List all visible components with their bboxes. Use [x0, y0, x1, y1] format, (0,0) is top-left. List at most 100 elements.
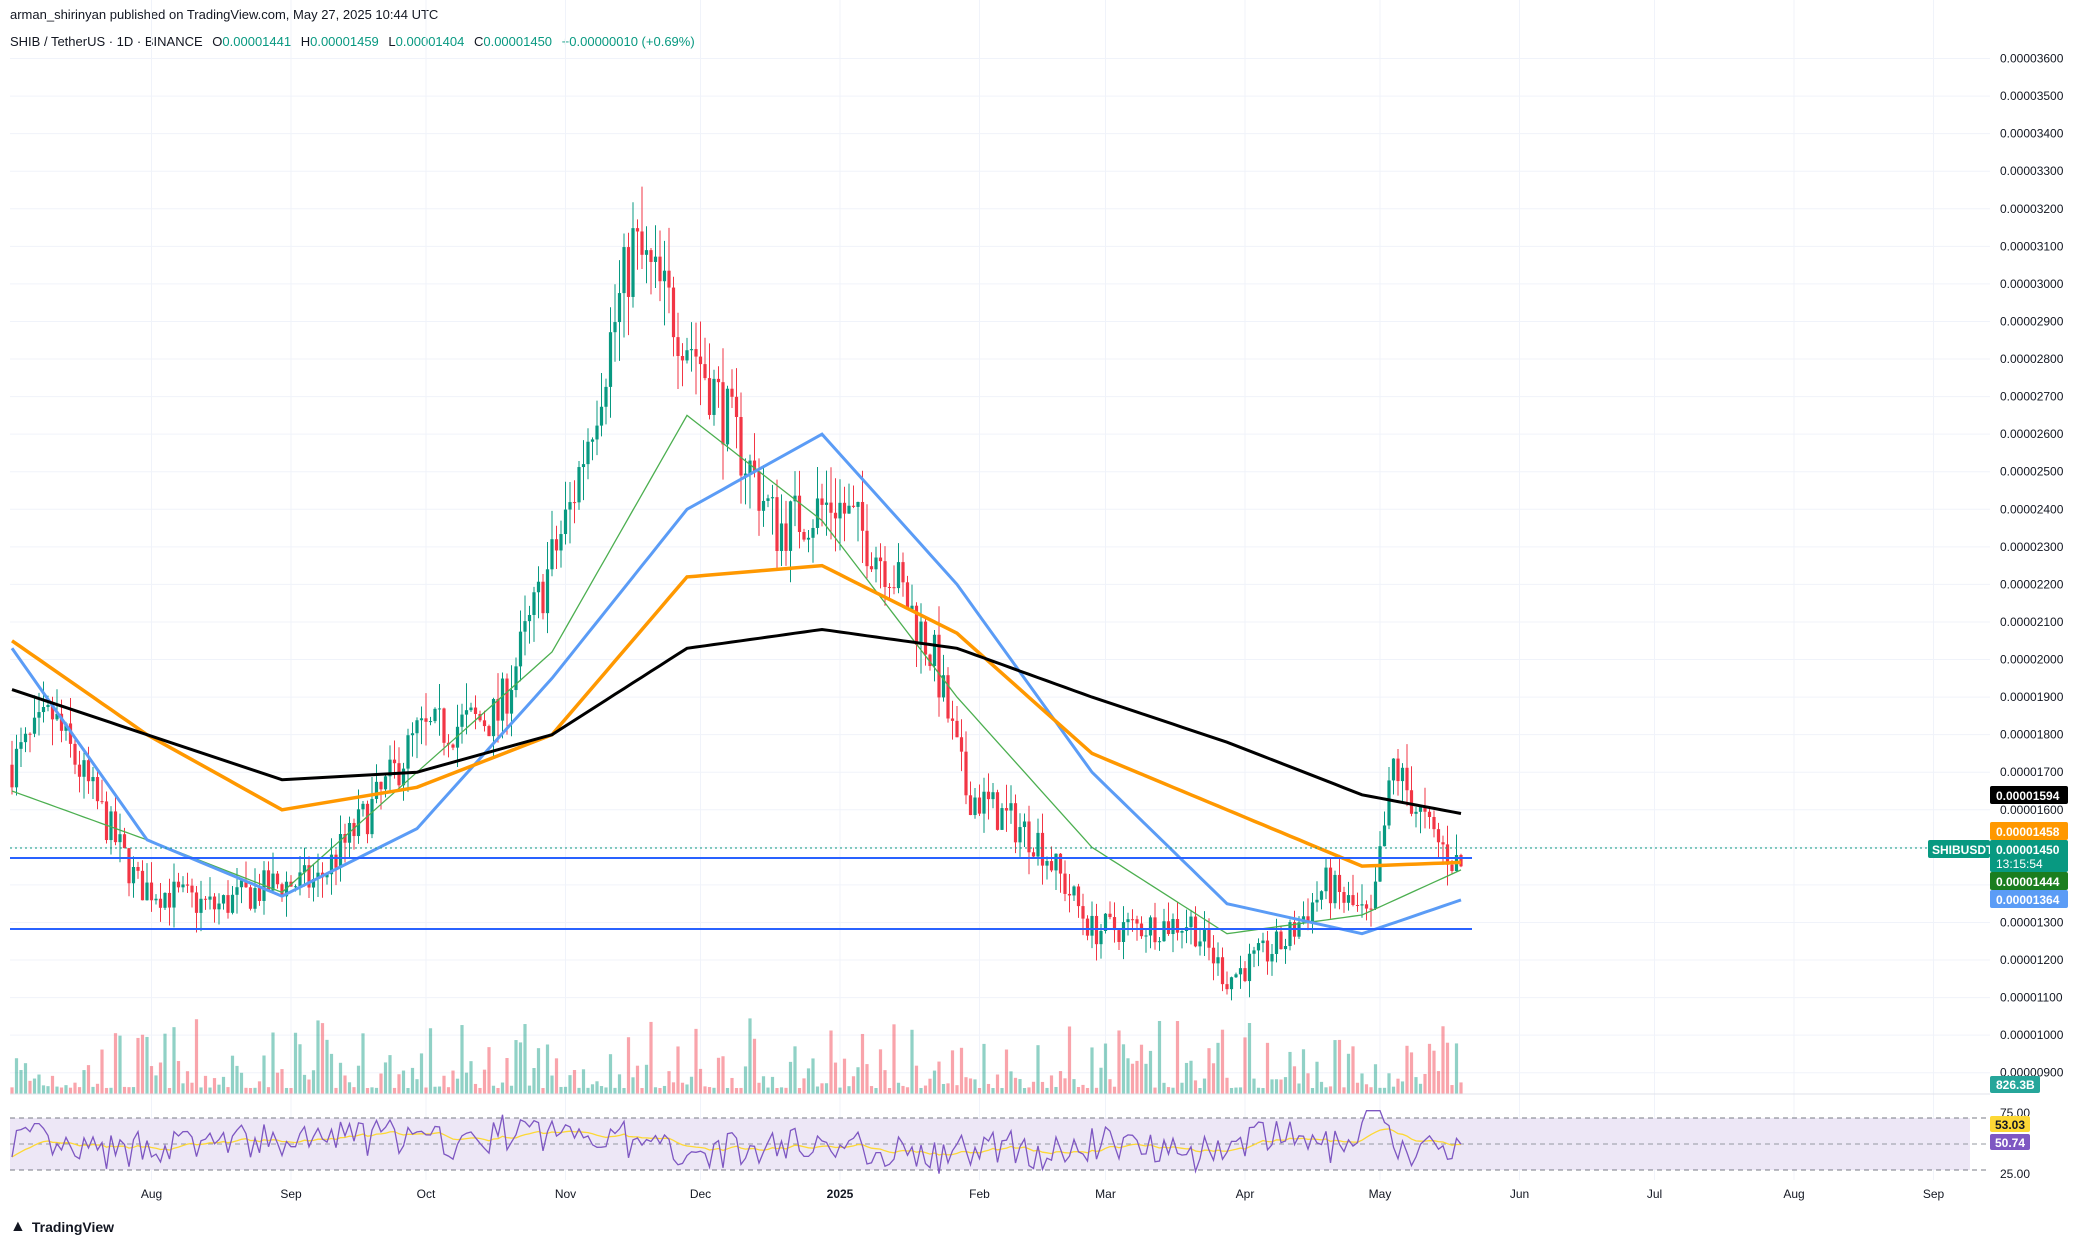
volume-bar — [59, 1087, 64, 1094]
volume-bar — [1414, 1077, 1418, 1094]
symbol-tag: SHIBUSDT — [1932, 843, 1994, 857]
candle-body — [86, 760, 91, 782]
x-tick-label: Aug — [141, 1187, 162, 1201]
volume-bar — [1319, 1081, 1324, 1094]
candle-body — [455, 726, 460, 748]
volume-bar — [721, 1056, 725, 1094]
candle-body — [608, 332, 613, 387]
volume-bar — [370, 1087, 374, 1094]
volume-bar — [338, 1062, 343, 1094]
candle-body — [1261, 940, 1265, 944]
volume-bar — [221, 1076, 226, 1094]
volume-bar — [473, 1083, 478, 1094]
volume-bar — [1418, 1083, 1423, 1094]
candle-body — [1333, 874, 1337, 904]
candle-body — [914, 605, 919, 645]
price-axis[interactable]: 0.000009000.000010000.000011000.00001200… — [2000, 52, 2064, 1080]
candle-body — [905, 582, 910, 610]
candle-body — [1342, 892, 1346, 903]
x-tick-label: Sep — [280, 1187, 302, 1201]
ma20-tag-bg — [1990, 872, 2068, 890]
candle-body — [1157, 941, 1162, 943]
candle-body — [743, 473, 748, 476]
candle-body — [437, 708, 442, 710]
volume-bar — [793, 1046, 797, 1094]
candle-body — [811, 527, 815, 538]
volume-bar — [100, 1049, 104, 1094]
volume-bar — [500, 1082, 505, 1094]
candle-body — [1040, 832, 1045, 866]
candle-body — [815, 498, 820, 528]
volume-bar — [194, 1019, 199, 1094]
candle-body — [806, 537, 811, 540]
y-tick-label: 0.00002600 — [2000, 427, 2064, 441]
candle-body — [82, 760, 86, 777]
ma200-tag-bg — [1990, 786, 2068, 804]
candle-body — [797, 495, 802, 533]
candle-body — [316, 872, 320, 880]
volume-bar — [172, 1027, 176, 1094]
tradingview-brand[interactable]: ▲ TradingView — [10, 1218, 114, 1236]
volume-bar — [1400, 1081, 1405, 1094]
volume-bar — [1085, 1087, 1090, 1094]
volume-bar — [1018, 1079, 1022, 1094]
candle-body — [1198, 941, 1202, 947]
candle-body — [1211, 947, 1216, 964]
volume-bar — [244, 1087, 248, 1094]
volume-bar — [581, 1069, 586, 1094]
x-tick-label: Jul — [1647, 1187, 1662, 1201]
ma-line-ma50 — [10, 432, 1462, 936]
candle-body — [203, 898, 208, 900]
volume-bar — [1432, 1050, 1436, 1094]
candle-body — [779, 523, 784, 552]
volume-bar — [914, 1065, 919, 1094]
volume-bar — [347, 1082, 352, 1094]
x-tick-label: Aug — [1783, 1187, 1804, 1201]
volume-bar — [788, 1061, 793, 1094]
candle-body — [536, 581, 541, 593]
candle-body — [442, 708, 446, 743]
candle-body — [28, 733, 32, 735]
candle-body — [1306, 916, 1310, 923]
candle-body — [140, 870, 145, 901]
candle-body — [1022, 821, 1027, 828]
rsi-ma-tag-bg — [1990, 1116, 2030, 1132]
candle-body — [212, 896, 217, 910]
candle-body — [1130, 919, 1135, 921]
x-tick-label: Apr — [1236, 1187, 1255, 1201]
candle-body — [928, 654, 932, 667]
volume-bar — [388, 1055, 392, 1094]
candle-body — [896, 562, 901, 589]
candle-body — [752, 460, 757, 472]
volume-bar — [712, 1087, 716, 1094]
candle-body — [1067, 893, 1072, 896]
candle-body — [271, 873, 275, 891]
volume-bar — [1022, 1087, 1027, 1094]
candle-body — [1085, 918, 1090, 936]
volume-bar — [739, 1087, 743, 1094]
volume-bar — [1135, 1060, 1139, 1094]
volume-bar — [1441, 1026, 1445, 1094]
symbol-title[interactable]: SHIB / TetherUS · 1D · BINANCE — [10, 34, 203, 49]
candle-body — [1094, 915, 1099, 945]
volume-bar — [253, 1087, 257, 1094]
candle-body — [1418, 806, 1423, 812]
candle-body — [820, 498, 824, 505]
volume-bar — [698, 1068, 703, 1094]
candle-body — [1031, 852, 1036, 857]
volume-bar — [1225, 1077, 1229, 1094]
ma100-tag-bg — [1990, 822, 2068, 840]
volume-bar — [523, 1024, 527, 1094]
volume-bar — [604, 1087, 608, 1094]
candle-body — [505, 678, 509, 714]
volume-bar — [626, 1037, 631, 1094]
x-tick-label: Feb — [969, 1187, 990, 1201]
time-axis[interactable]: Aug Sep Oct Nov Dec 2025 Feb Mar Apr May Jun Jul Aug… — [141, 1187, 1945, 1201]
candle-body — [1049, 861, 1054, 871]
volume-bar — [14, 1058, 19, 1094]
change-value: +0.00000010 (+0.69%) — [561, 34, 695, 49]
volume-bar — [329, 1053, 334, 1094]
x-tick-label: Jun — [1510, 1187, 1529, 1201]
volume-bar — [464, 1072, 469, 1094]
